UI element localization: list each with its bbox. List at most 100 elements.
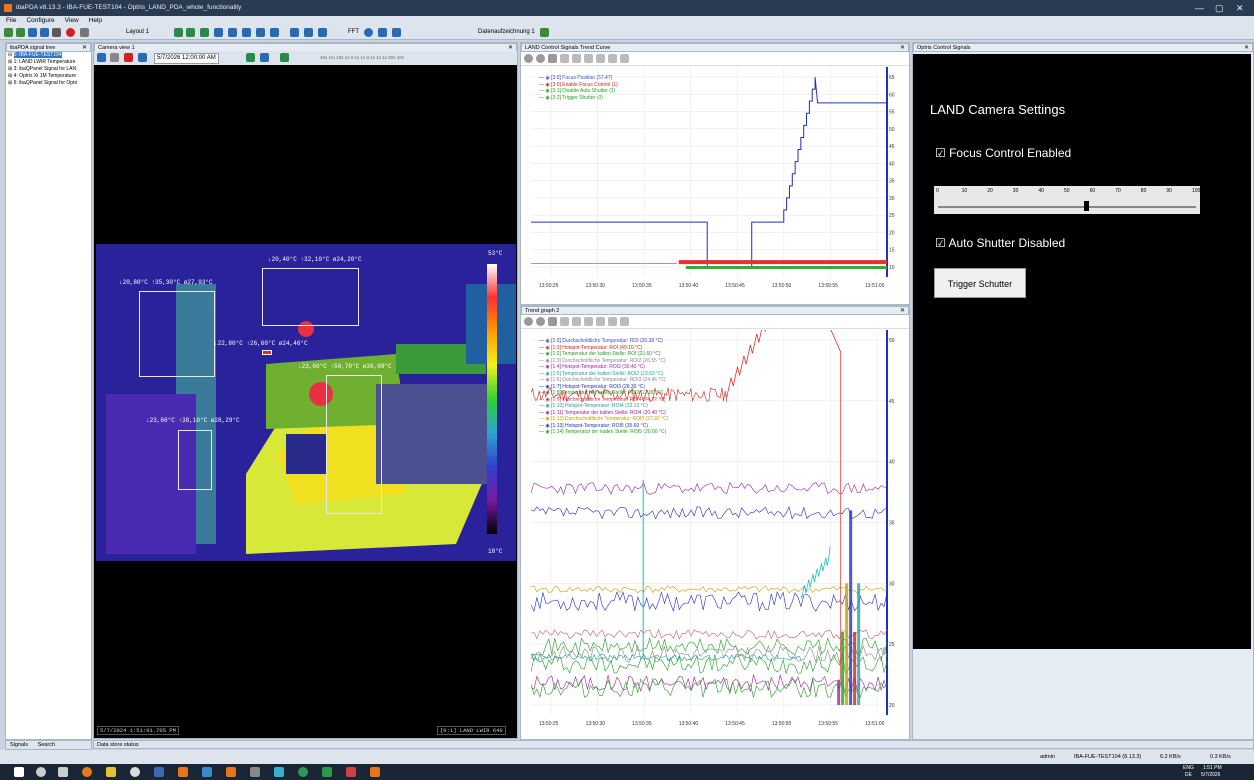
app-icon[interactable] xyxy=(250,767,260,777)
pause-icon[interactable] xyxy=(186,28,195,37)
legend-entry[interactable]: — ◉ [1:5] Temperatur der kalten Stelle: … xyxy=(539,370,664,377)
text-icon[interactable] xyxy=(608,317,617,326)
play-icon[interactable] xyxy=(174,28,183,37)
zoom-icon[interactable] xyxy=(280,53,289,62)
open-icon[interactable] xyxy=(16,28,25,37)
app-icon[interactable] xyxy=(298,767,308,777)
pause-icon[interactable] xyxy=(536,317,545,326)
tab-signals[interactable]: Signals xyxy=(10,742,29,748)
app-icon[interactable] xyxy=(154,767,164,777)
tree-item[interactable]: ⊞ 3: ibaQPanel Signal for LAN xyxy=(8,66,77,72)
panel-icon[interactable] xyxy=(318,28,327,37)
view-icon[interactable] xyxy=(290,28,299,37)
roi-box[interactable] xyxy=(178,430,212,490)
menu-view[interactable]: View xyxy=(64,17,79,24)
zoom-icon[interactable] xyxy=(572,317,581,326)
firefox-icon[interactable] xyxy=(82,767,92,777)
trend-icon[interactable] xyxy=(214,28,223,37)
play-icon[interactable] xyxy=(524,54,533,63)
histogram-icon[interactable] xyxy=(378,28,387,37)
excel-icon[interactable] xyxy=(322,767,332,777)
minimize-button[interactable]: — xyxy=(1195,3,1204,13)
tree-item[interactable]: ⊞ 4: Optris Xi 1M Temperature xyxy=(8,73,77,79)
io-icon[interactable] xyxy=(40,28,49,37)
shutter-checkbox[interactable]: ☑ Auto Shutter Disabled xyxy=(935,236,1066,250)
legend-entry[interactable]: — ◉ [1:3] Durchschnittliche Temperatur: … xyxy=(539,357,666,364)
legend-entry[interactable]: — ◉ [1:2] Temperatur der kalten Stelle: … xyxy=(539,351,661,357)
zoom-out-icon[interactable] xyxy=(596,54,605,63)
app-icon[interactable] xyxy=(202,767,212,777)
maximize-button[interactable]: ▢ xyxy=(1215,3,1224,13)
tab-search[interactable]: Search xyxy=(37,742,56,748)
focus-checkbox[interactable]: ☑ Focus Control Enabled xyxy=(935,146,1072,160)
roi-box[interactable] xyxy=(326,375,382,514)
record-icon[interactable] xyxy=(124,53,133,62)
datarec-select[interactable]: Datenaufzeichnung 1 xyxy=(478,29,535,35)
fft-button[interactable]: FFT xyxy=(348,29,359,35)
timestamp-field[interactable]: 5/7/2026 12:00:00 AM xyxy=(154,53,219,64)
zoom-out-icon[interactable] xyxy=(596,317,605,326)
trigger-shutter-button[interactable]: Trigger Schutter xyxy=(934,268,1026,298)
zoom-scale[interactable]: 40s 1m 10s 1s 0.1s 1s 0.1s 1s 1s 20s 10s xyxy=(320,55,405,60)
search-icon[interactable] xyxy=(36,767,46,777)
pause-icon[interactable] xyxy=(536,54,545,63)
legend-entry[interactable]: — ◉ [1:1] Hotspot-Temperatur: ROI (49.10… xyxy=(539,344,643,351)
settings-icon[interactable] xyxy=(80,28,89,37)
grid-icon[interactable] xyxy=(110,53,119,62)
legend-entry[interactable]: — ◉ [3:0] Focus Position (57.47) xyxy=(539,75,613,81)
start-icon[interactable] xyxy=(14,767,24,777)
cursor-icon[interactable] xyxy=(560,317,569,326)
users-icon[interactable] xyxy=(52,28,61,37)
table-icon[interactable] xyxy=(256,28,265,37)
chart-icon[interactable] xyxy=(228,28,237,37)
zoom-in-icon[interactable] xyxy=(584,54,593,63)
legend-entry[interactable]: — ◉ [1:0] Durchschnittliche Temperatur: … xyxy=(539,338,663,344)
thermal-image[interactable]: ↓20,80°C ↑35,30°C ø27,93°C ↓20,40°C ↑32,… xyxy=(96,244,516,561)
roi-box[interactable] xyxy=(262,350,272,355)
legend-entry[interactable]: — ◉ [1:14] Temperatur der kalten Stelle:… xyxy=(539,429,667,435)
zoom-icon[interactable] xyxy=(572,54,581,63)
app-icon[interactable] xyxy=(274,767,284,777)
gear-icon[interactable] xyxy=(548,54,557,63)
roi-box[interactable] xyxy=(139,291,215,377)
slider-thumb[interactable] xyxy=(1084,201,1090,211)
stop-rec-icon[interactable] xyxy=(200,28,209,37)
ibapda-icon[interactable] xyxy=(370,767,380,777)
legend-entry[interactable]: — ◉ [3:0] Enable Focus Control (1) xyxy=(539,81,618,88)
pause-icon[interactable] xyxy=(246,53,255,62)
clock-time[interactable]: 1:51 PM xyxy=(1203,765,1222,771)
legend-entry[interactable]: — ◉ [1:10] Hotspot-Temperatur: ROI4 (32.… xyxy=(539,403,648,409)
legend-entry[interactable]: — ◉ [1:12] Durchschnittliche Temperatur:… xyxy=(539,416,669,422)
legend-entry[interactable]: — ◉ [1:9] Durchschnittliche Temperatur: … xyxy=(539,396,666,403)
app-icon[interactable] xyxy=(346,767,356,777)
legend-entry[interactable]: — ◉ [3:2] Trigger Shutter (0) xyxy=(539,94,603,101)
snapshot-icon[interactable] xyxy=(138,53,147,62)
land-trend-plot[interactable]: 13:50:25 13:50:30 13:50:35 13:50:40 13:50:45… xyxy=(531,67,901,297)
roi-box[interactable] xyxy=(262,268,359,326)
taskview-icon[interactable] xyxy=(58,767,68,777)
legend-entry[interactable]: — ◉ [1:4] Hotspot-Temperatur: ROI2 (30.4… xyxy=(539,364,646,370)
menu-help[interactable]: Help xyxy=(88,17,103,24)
tree-item[interactable]: ⊞ 1: LAND LWIR Temperature xyxy=(8,59,76,65)
rec-check-icon[interactable] xyxy=(540,28,549,37)
app-icon[interactable] xyxy=(226,767,236,777)
back-icon[interactable] xyxy=(620,317,629,326)
legend-entry[interactable]: — ◉ [1:6] Durchschnittliche Temperatur: … xyxy=(539,377,666,383)
app-icon[interactable] xyxy=(178,767,188,777)
stop-icon[interactable] xyxy=(66,28,75,37)
explorer-icon[interactable] xyxy=(106,767,116,777)
focus-slider[interactable]: 0 10 20 30 40 50 60 70 80 90 100 xyxy=(934,186,1200,214)
menu-file[interactable]: File xyxy=(6,17,17,24)
legend-entry[interactable]: — ◉ [1:13] Hotspot-Temperatur: ROI5 (35.… xyxy=(539,422,648,429)
layout-select[interactable]: Layout 1 xyxy=(126,29,150,35)
new-icon[interactable] xyxy=(4,28,13,37)
app-icon[interactable] xyxy=(130,767,140,777)
orbit-icon[interactable] xyxy=(364,28,373,37)
cursor-icon[interactable] xyxy=(560,54,569,63)
export-icon[interactable] xyxy=(260,53,269,62)
eye-icon[interactable] xyxy=(97,53,106,62)
play-icon[interactable] xyxy=(524,317,533,326)
lang-indicator[interactable]: ENG xyxy=(1183,765,1194,771)
legend-entry[interactable]: — ◉ [1:7] Hotspot-Temperatur: ROI3 (26.3… xyxy=(539,383,646,390)
save-icon[interactable] xyxy=(28,28,37,37)
